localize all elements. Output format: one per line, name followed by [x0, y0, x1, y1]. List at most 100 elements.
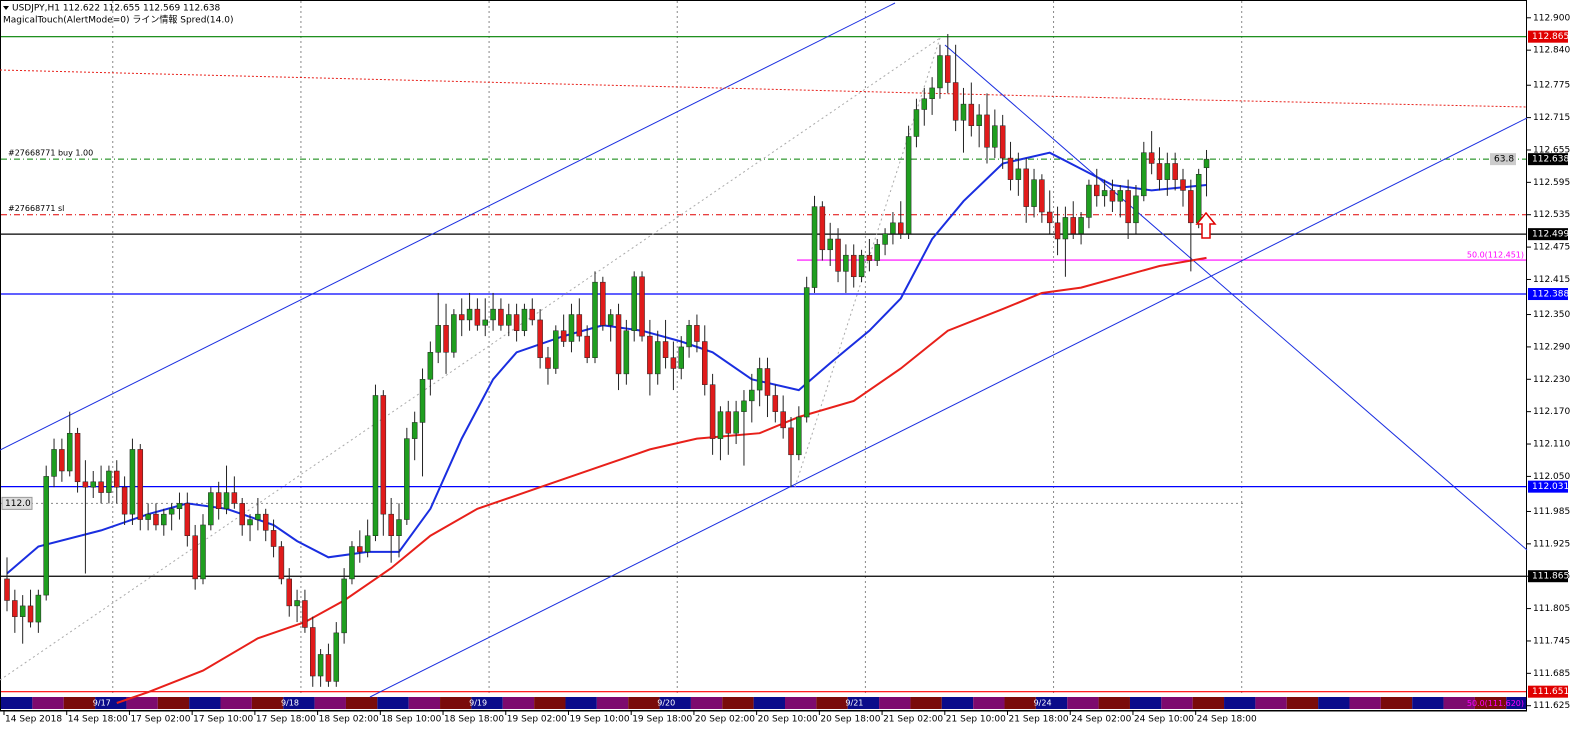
x-tick-label: 18 Sep 02:00: [319, 715, 379, 725]
y-tick-label: 112.900: [1533, 13, 1570, 23]
candle-body: [678, 346, 684, 369]
session-block: [1067, 697, 1099, 709]
candle-body: [694, 325, 700, 342]
candle-body: [1078, 217, 1084, 234]
candle-body: [223, 492, 230, 510]
session-block: [408, 697, 441, 709]
candle-body: [1156, 163, 1163, 180]
candle-body: [623, 330, 630, 375]
candle-body: [905, 136, 912, 234]
candle-body: [945, 55, 951, 83]
price-tag-label: 112.499: [1532, 230, 1569, 240]
candle-body: [1070, 217, 1076, 234]
candle-body: [654, 341, 661, 375]
candle-body: [772, 395, 779, 412]
candle-body: [780, 411, 786, 429]
candle-body: [702, 341, 708, 385]
price-tag: [1528, 30, 1568, 43]
y-tick-label: 112.475: [1533, 243, 1570, 253]
candle-body: [576, 314, 583, 337]
candle-body: [741, 400, 747, 412]
candle-body: [310, 627, 316, 677]
session-block: [1224, 697, 1256, 709]
session-block: [816, 697, 848, 709]
candle-body: [1180, 179, 1186, 191]
candle-body: [1094, 184, 1100, 197]
price-tag-label: 111.651: [1532, 687, 1569, 697]
candle-body: [192, 535, 198, 580]
candle-body: [631, 276, 637, 331]
candle-body: [827, 238, 833, 251]
candle-body: [82, 481, 89, 488]
day-label: 9/19: [469, 699, 487, 708]
candle-body: [396, 519, 402, 536]
session-block: [1098, 697, 1130, 709]
day-label: 9/21: [845, 699, 863, 708]
price-tag: [1528, 570, 1568, 583]
price-tag-label: 112.388: [1532, 290, 1569, 300]
candle-body: [882, 233, 888, 245]
session-block: [1412, 697, 1444, 709]
candle-body: [1086, 184, 1092, 218]
y-tick-label: 111.805: [1533, 604, 1570, 614]
session-block: [879, 697, 911, 709]
candle-body: [850, 254, 857, 278]
candle-body: [1148, 152, 1155, 164]
candle-body: [976, 114, 982, 126]
session-block: [63, 697, 96, 709]
indicator-line: [0, 69, 1528, 108]
candle-body: [59, 449, 65, 472]
y-tick-label: 112.595: [1533, 178, 1570, 188]
candle-body: [1117, 190, 1124, 202]
session-block: [1506, 697, 1526, 709]
candle-body: [451, 314, 457, 353]
y-tick-label: 112.170: [1533, 407, 1570, 417]
x-tick-label: 20 Sep 18:00: [820, 715, 880, 725]
session-block: [847, 697, 880, 709]
session-block: [283, 697, 315, 709]
candle-body: [1172, 163, 1178, 180]
session-block: [1349, 697, 1381, 709]
candle-body: [98, 481, 104, 493]
candle-body: [819, 206, 826, 251]
level-text: #27668771 sl: [8, 204, 64, 213]
candle-body: [106, 470, 112, 493]
session-block: [1004, 697, 1036, 709]
candle-body: [725, 411, 732, 434]
day-label: 9/17: [93, 699, 111, 708]
pips-box: [1490, 153, 1516, 166]
symbol-line: USDJPY,H1 112.622 112.655 112.569 112.63…: [12, 4, 221, 14]
session-block: [189, 697, 221, 709]
candle-body: [388, 513, 394, 536]
candle-body: [749, 389, 755, 402]
candle-body: [51, 449, 57, 477]
session-block: [1129, 697, 1162, 709]
candle-body: [615, 314, 622, 375]
channel-lower: [369, 117, 1528, 698]
session-block: [659, 697, 691, 709]
candle-body: [568, 314, 575, 342]
x-tick-label: 19 Sep 02:00: [507, 715, 567, 725]
session-block: [126, 697, 158, 709]
session-block: [596, 697, 629, 709]
candle-body: [341, 578, 347, 634]
candle-body: [208, 492, 214, 526]
candle-body: [639, 276, 645, 337]
candle-body: [411, 422, 418, 439]
candle-body: [592, 281, 598, 358]
candle-body: [153, 513, 159, 526]
session-block: [251, 697, 284, 709]
session-block: [941, 697, 974, 709]
moving-average: [116, 256, 1207, 704]
x-tick-label: 20 Sep 10:00: [758, 715, 818, 725]
candle-body: [686, 325, 692, 348]
x-tick-label: 20 Sep 02:00: [695, 715, 755, 725]
candle-body: [537, 319, 543, 358]
price-tag-label: 112.865: [1532, 32, 1569, 42]
candle-body: [1054, 222, 1061, 240]
candle-body: [521, 308, 528, 331]
y-tick-label: 112.050: [1533, 472, 1570, 482]
y-tick-label: 112.230: [1533, 375, 1570, 385]
x-tick-label: 21 Sep 02:00: [883, 715, 943, 725]
candle-body: [764, 368, 771, 396]
